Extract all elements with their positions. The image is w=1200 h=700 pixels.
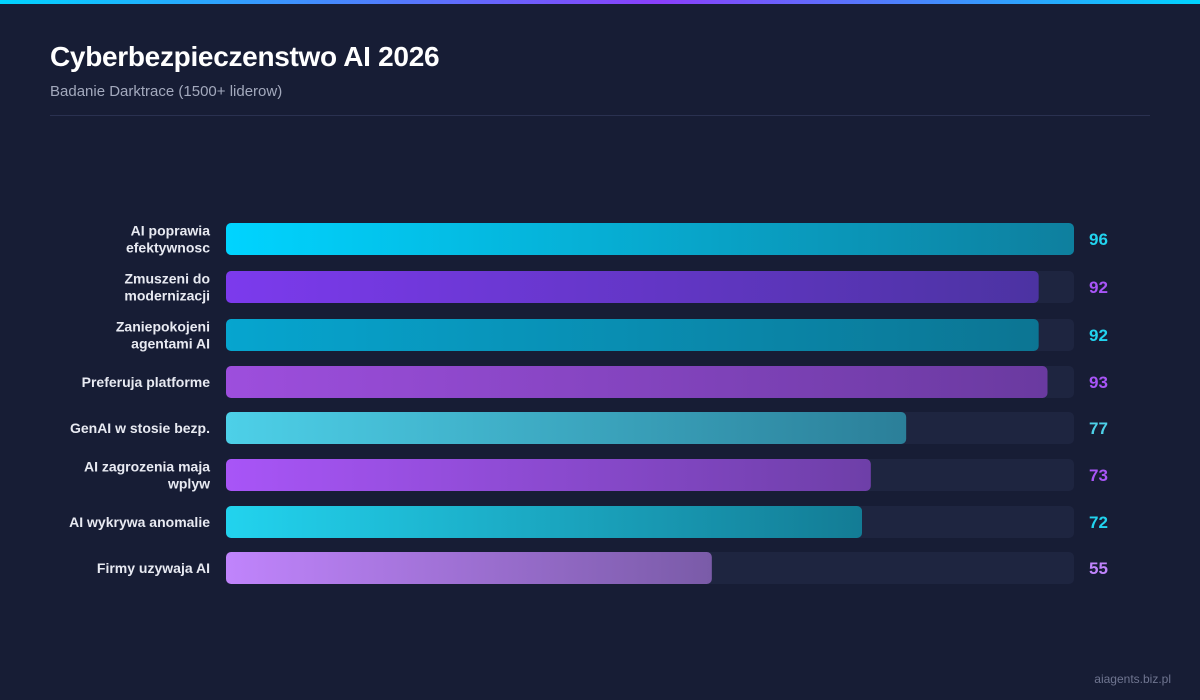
category-label-line: Zaniepokojeni (116, 319, 210, 335)
category-label-line: GenAI w stosie bezp. (70, 420, 210, 436)
value-label: 92 (1089, 326, 1108, 345)
bar (226, 271, 1039, 303)
value-label: 92 (1089, 278, 1108, 297)
category-label-line: AI wykrywa anomalie (69, 514, 210, 530)
category-label: Zmuszeni do modernizacji (124, 271, 210, 304)
category-label-line: Firmy uzywaja AI (97, 560, 210, 576)
category-label-line: efektywnosc (126, 240, 210, 256)
category-label: Zaniepokojeni agentami AI (116, 319, 210, 352)
category-label-line: AI poprawia (131, 223, 211, 239)
category-label-line: agentami AI (131, 336, 210, 352)
bar (226, 459, 871, 491)
bar (226, 412, 907, 444)
category-label: AI zagrozenia maja wplyw (84, 459, 210, 492)
value-label: 55 (1089, 559, 1108, 578)
watermark: aiagents.biz.pl (1094, 672, 1171, 686)
category-label-line: wplyw (167, 476, 210, 492)
category-label: AI poprawia efektywnosc (126, 223, 210, 256)
category-label-line: Preferuja platforme (82, 374, 211, 390)
value-label: 96 (1089, 230, 1108, 249)
bar (226, 552, 712, 584)
bar (226, 506, 862, 538)
bar (226, 223, 1074, 255)
category-label-line: AI zagrozenia maja (84, 459, 210, 475)
category-label: GenAI w stosie bezp. (70, 420, 210, 436)
value-label: 73 (1089, 466, 1108, 485)
bar (226, 319, 1039, 351)
chart-subtitle: Badanie Darktrace (1500+ liderow) (50, 83, 283, 100)
chart-title: Cyberbezpieczenstwo AI 2026 (50, 41, 440, 72)
category-label: Preferuja platforme (82, 374, 211, 390)
header-divider (50, 115, 1150, 116)
chart-header: Cyberbezpieczenstwo AI 2026 Badanie Dark… (50, 40, 1150, 102)
bar (226, 366, 1048, 398)
value-label: 93 (1089, 373, 1108, 392)
value-label: 72 (1089, 513, 1108, 532)
top-accent-bar (0, 0, 1200, 4)
category-label-line: modernizacji (124, 288, 210, 304)
category-label-line: Zmuszeni do (124, 271, 210, 287)
category-label: AI wykrywa anomalie (69, 514, 210, 530)
category-label: Firmy uzywaja AI (97, 560, 210, 576)
value-label: 77 (1089, 419, 1108, 438)
